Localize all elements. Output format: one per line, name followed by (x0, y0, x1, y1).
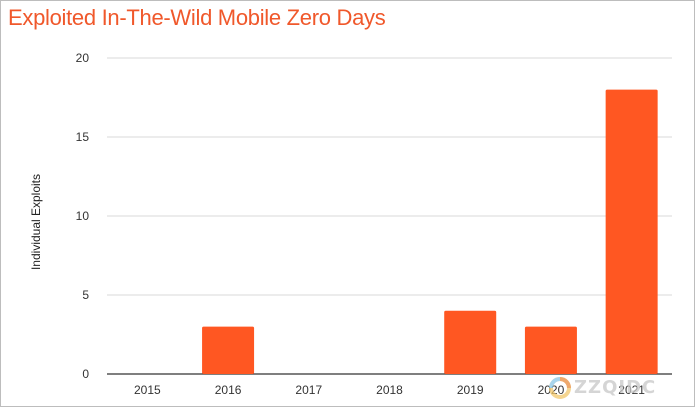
chart-title: Exploited In-The-Wild Mobile Zero Days (8, 5, 386, 30)
x-tick-label: 2015 (134, 383, 161, 397)
bar-2019 (444, 310, 497, 374)
x-tick-label: 2019 (457, 383, 484, 397)
y-tick-label: 15 (76, 130, 90, 144)
y-tick-label: 5 (82, 288, 89, 302)
x-tick-label: 2017 (295, 383, 322, 397)
bar-2021 (605, 89, 658, 374)
zzqidc-logo-icon (549, 377, 571, 399)
bars (202, 89, 658, 374)
x-tick-label: 2018 (376, 383, 403, 397)
y-tick-labels: 0 5 10 15 20 (76, 51, 90, 381)
watermark-text: ZZQIDC (574, 377, 657, 398)
y-tick-label: 20 (76, 51, 90, 65)
x-tick-label: 2021 (618, 383, 645, 397)
y-tick-label: 10 (76, 209, 90, 223)
bar-2016 (202, 326, 255, 374)
grid-lines (107, 57, 672, 375)
bar-2020 (524, 326, 577, 374)
x-tick-labels: 2015 2016 2017 2018 2019 2020 2021 (134, 383, 645, 397)
x-tick-label: 2016 (215, 383, 242, 397)
y-tick-label: 0 (82, 367, 89, 381)
